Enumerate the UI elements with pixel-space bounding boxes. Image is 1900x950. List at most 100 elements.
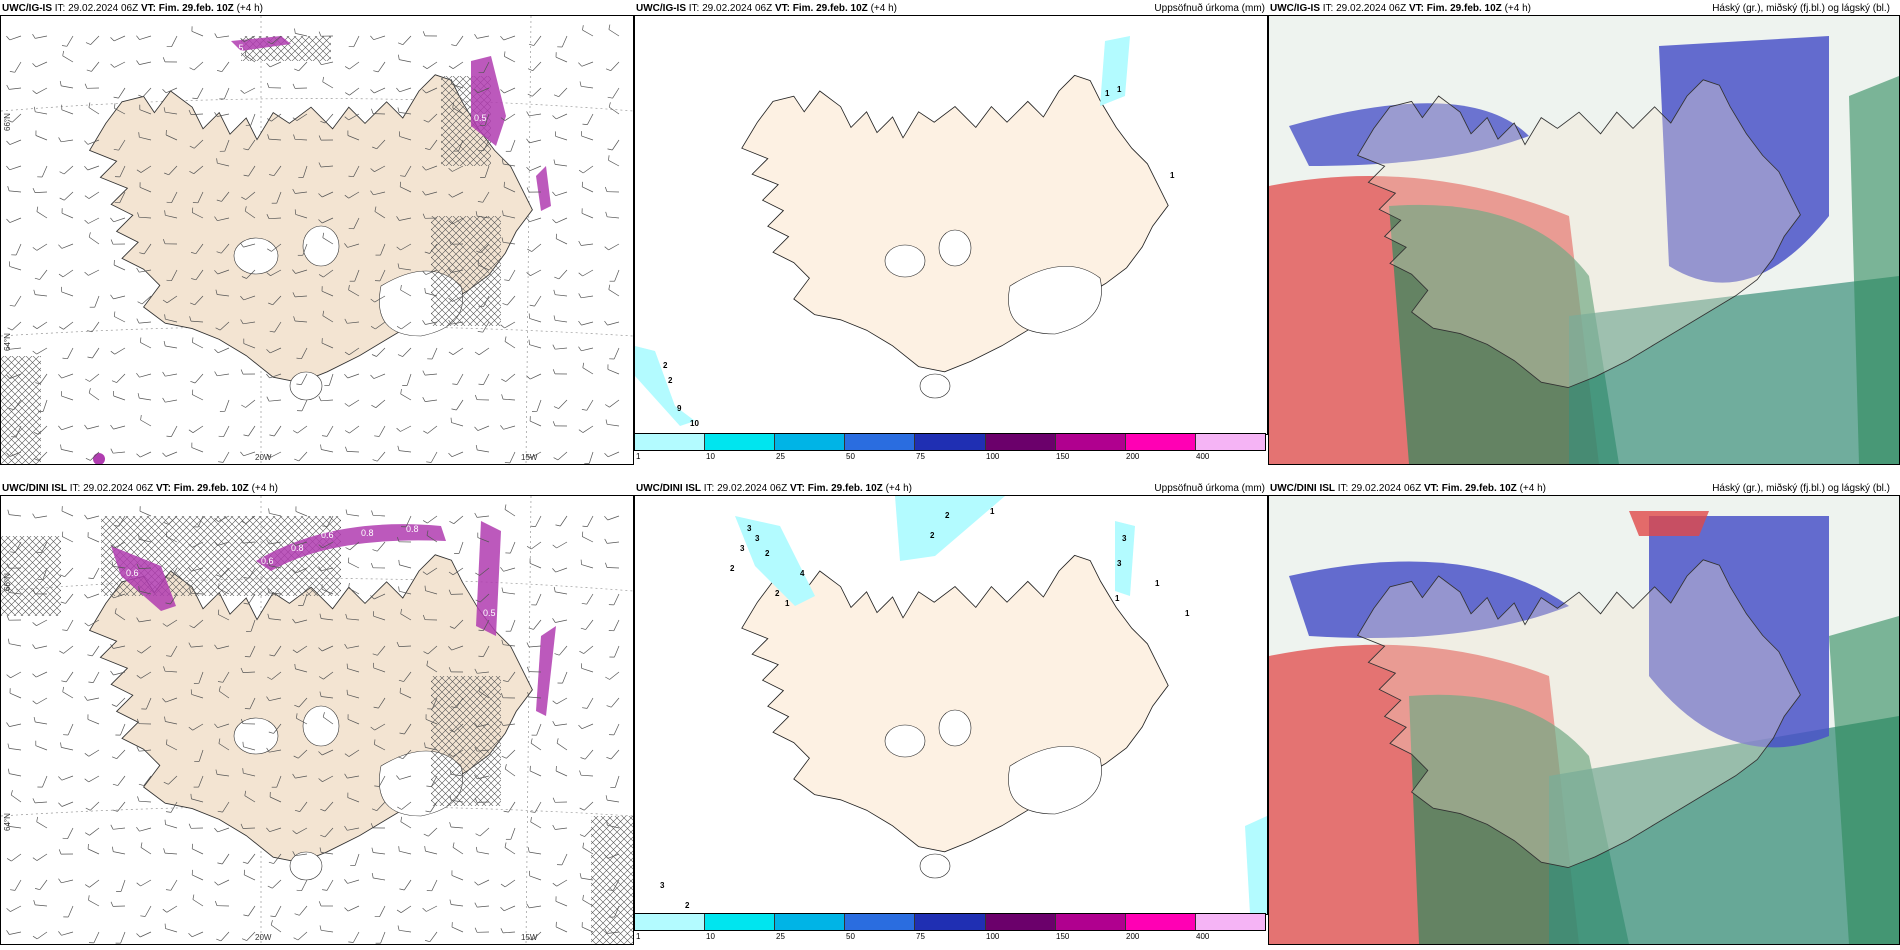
wind-barb <box>581 723 594 730</box>
precip-label: 2 <box>685 901 690 910</box>
wind-barb <box>87 425 100 430</box>
wind-barb <box>399 775 412 780</box>
colorbar-label: 1 <box>636 932 641 941</box>
wind-barb <box>217 541 230 546</box>
wind-barb-flag <box>423 430 428 434</box>
wind-barb <box>321 290 334 297</box>
wind-barb-flag <box>35 888 40 891</box>
wind-barb <box>88 392 100 401</box>
precip-label: 2 <box>730 564 735 573</box>
wind-barb-flag <box>86 69 92 72</box>
precip-label: 2 <box>945 511 950 520</box>
wind-barb-flag <box>58 374 62 379</box>
wind-barb-flag <box>110 544 115 549</box>
wind-barb-flag <box>552 421 556 427</box>
wind-barb <box>114 541 126 549</box>
wind-barb-flag <box>606 705 612 708</box>
wind-barb-flag <box>605 795 608 801</box>
colorbar-label: 75 <box>916 932 925 941</box>
wind-barb-flag <box>474 426 479 431</box>
wind-barb-flag <box>396 216 400 221</box>
wind-barb <box>581 85 594 89</box>
wind-barb-flag <box>84 271 89 276</box>
wind-barb-flag <box>527 248 532 252</box>
wind-barb <box>113 593 126 599</box>
wind-barb <box>242 541 256 544</box>
wind-barb <box>191 30 204 37</box>
wind-barb-flag <box>6 84 10 90</box>
wind-barb <box>477 449 490 453</box>
wind-barb <box>295 191 308 194</box>
wind-barb <box>114 316 126 323</box>
wind-barb-flag <box>426 785 432 787</box>
wind-barb <box>218 879 230 886</box>
wind-barb-flag <box>451 706 457 709</box>
map-frame: 1 1 1 2 2 9 10 <box>634 15 1268 435</box>
wind-barb <box>608 289 620 297</box>
wind-barb <box>171 35 178 47</box>
wind-barb <box>42 567 48 580</box>
wind-barb <box>295 511 308 517</box>
wind-barb-flag <box>371 404 376 409</box>
wind-barb-flag <box>449 769 452 775</box>
wind-barb <box>403 671 412 682</box>
wind-barb <box>295 668 308 673</box>
wind-barb-flag <box>32 798 36 804</box>
wind-barb <box>193 165 204 174</box>
wind-barb-flag <box>166 201 172 204</box>
wind-barb <box>504 847 516 855</box>
wind-barb <box>585 619 594 630</box>
wind-barb <box>425 269 438 275</box>
wind-barb-flag <box>113 311 116 317</box>
wind-barb-flag <box>530 811 536 813</box>
wind-barb <box>451 83 464 89</box>
wind-barb <box>297 749 308 759</box>
precip-label: 2 <box>775 589 780 598</box>
wind-barb <box>139 539 152 543</box>
colorbar-label: 10 <box>706 932 715 941</box>
wind-barb <box>452 61 464 69</box>
wind-barb-flag <box>113 148 119 151</box>
wind-barb <box>400 821 412 829</box>
wind-barb <box>458 541 464 554</box>
wind-barb <box>9 217 22 223</box>
wind-barb <box>503 644 516 647</box>
wind-barb-flag <box>322 712 325 718</box>
panel-bot-right: UWC/DINI ISL IT: 29.02.2024 06Z VT: Fim.… <box>1268 480 1900 950</box>
wind-barb <box>166 744 178 751</box>
wind-barb-flag <box>114 103 116 109</box>
colorbar-label: 25 <box>776 932 785 941</box>
wind-barb <box>586 399 594 411</box>
wind-barb-flag <box>526 187 530 193</box>
wind-barb-flag <box>84 140 89 145</box>
wind-barb-flag <box>292 618 296 624</box>
wind-barb <box>373 87 386 94</box>
wind-barb <box>612 879 620 891</box>
panel-header: UWC/DINI ISL IT: 29.02.2024 06Z VT: Fim.… <box>636 483 912 494</box>
wind-barb <box>477 87 490 94</box>
wind-barb-flag <box>112 783 118 786</box>
wind-barb-flag <box>474 774 478 780</box>
wind-barb-flag <box>243 174 249 177</box>
wind-barb-flag <box>136 933 141 938</box>
wind-barb-flag <box>424 742 426 748</box>
precip-label: 1 <box>1105 89 1110 98</box>
wind-barb <box>479 593 490 603</box>
wind-barb <box>426 665 438 673</box>
wind-barb-flag <box>607 148 613 151</box>
wind-barb-flag <box>526 454 531 459</box>
wind-barb-flag <box>370 726 375 731</box>
wind-barb <box>479 827 490 837</box>
wind-barb-flag <box>344 66 350 70</box>
wind-barb-flag <box>138 534 140 540</box>
wind-barb <box>139 136 152 141</box>
precip-label: 9 <box>677 404 682 413</box>
wind-barb-flag <box>578 724 583 729</box>
wind-barb <box>247 139 256 151</box>
wind-barb <box>113 851 126 855</box>
wind-barb <box>430 801 438 813</box>
wind-barb <box>218 614 230 621</box>
wind-barb-flag <box>608 889 614 891</box>
wind-barb <box>581 61 594 67</box>
wind-barb-flag <box>422 31 426 37</box>
